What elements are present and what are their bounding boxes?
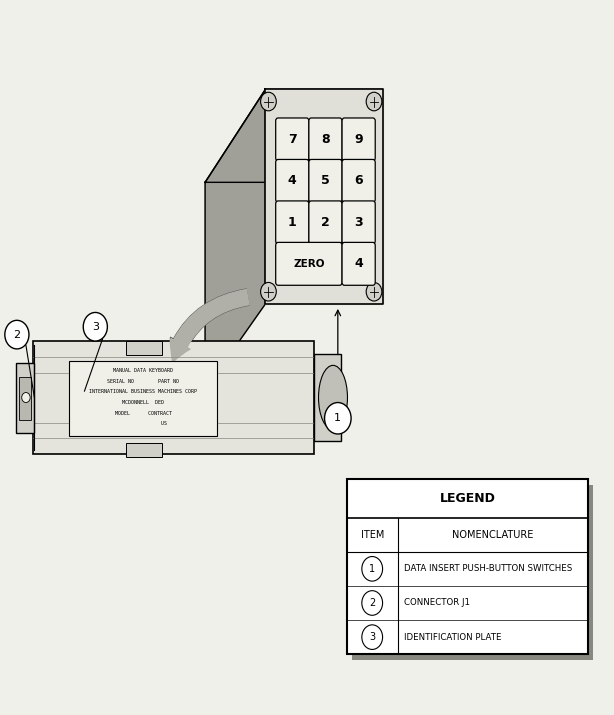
- Text: 2: 2: [369, 598, 375, 608]
- Bar: [314, 354, 341, 441]
- Text: IDENTIFICATION PLATE: IDENTIFICATION PLATE: [403, 633, 501, 641]
- FancyBboxPatch shape: [342, 159, 375, 202]
- Bar: [33, 341, 314, 454]
- Bar: [126, 341, 162, 355]
- Text: SERIAL NO        PART NO: SERIAL NO PART NO: [107, 379, 179, 383]
- Circle shape: [366, 92, 382, 111]
- Ellipse shape: [319, 365, 348, 430]
- Text: 8: 8: [321, 133, 330, 146]
- Text: 4: 4: [288, 174, 297, 187]
- Text: MCDONNELL  DED: MCDONNELL DED: [122, 400, 165, 405]
- Text: 7: 7: [288, 133, 297, 146]
- FancyBboxPatch shape: [309, 201, 342, 244]
- Circle shape: [366, 282, 382, 301]
- Text: 2: 2: [321, 216, 330, 229]
- Polygon shape: [265, 89, 383, 304]
- FancyBboxPatch shape: [276, 159, 309, 202]
- Text: 9: 9: [354, 133, 363, 146]
- Text: DATA INSERT PUSH-BUTTON SWITCHES: DATA INSERT PUSH-BUTTON SWITCHES: [403, 564, 572, 573]
- Circle shape: [362, 591, 383, 616]
- Text: ZERO: ZERO: [293, 259, 325, 269]
- FancyBboxPatch shape: [276, 118, 309, 161]
- Text: 3: 3: [354, 216, 363, 229]
- FancyBboxPatch shape: [309, 159, 342, 202]
- Circle shape: [260, 282, 276, 301]
- Text: 6: 6: [354, 174, 363, 187]
- FancyBboxPatch shape: [309, 118, 342, 161]
- Circle shape: [362, 625, 383, 649]
- Text: ITEM: ITEM: [360, 530, 384, 540]
- Circle shape: [21, 393, 30, 403]
- Circle shape: [260, 92, 276, 111]
- FancyBboxPatch shape: [342, 242, 375, 285]
- Text: 5: 5: [321, 174, 330, 187]
- Text: 1: 1: [288, 216, 297, 229]
- FancyBboxPatch shape: [276, 242, 342, 285]
- Text: INTERNATIONAL BUSINESS MACHINES CORP: INTERNATIONAL BUSINESS MACHINES CORP: [89, 390, 197, 394]
- Text: NOMENCLATURE: NOMENCLATURE: [452, 530, 534, 540]
- FancyArrowPatch shape: [170, 290, 249, 362]
- Text: 2: 2: [14, 330, 20, 340]
- Text: 1: 1: [335, 413, 341, 423]
- Bar: [352, 485, 593, 660]
- Bar: [347, 479, 588, 654]
- Text: CONNECTOR J1: CONNECTOR J1: [403, 598, 470, 608]
- Text: 1: 1: [369, 564, 375, 574]
- Polygon shape: [205, 89, 383, 182]
- Bar: [126, 443, 162, 457]
- Circle shape: [325, 403, 351, 434]
- Bar: [17, 363, 34, 433]
- Text: 3: 3: [92, 322, 99, 332]
- Bar: [69, 361, 217, 436]
- Circle shape: [5, 320, 29, 349]
- Circle shape: [362, 556, 383, 581]
- FancyBboxPatch shape: [276, 201, 309, 244]
- Text: MODEL      CONTRACT: MODEL CONTRACT: [115, 411, 172, 415]
- Polygon shape: [205, 89, 265, 390]
- Text: US: US: [119, 422, 167, 426]
- Text: LEGEND: LEGEND: [440, 492, 495, 505]
- Circle shape: [84, 312, 107, 341]
- FancyBboxPatch shape: [342, 118, 375, 161]
- FancyBboxPatch shape: [342, 201, 375, 244]
- Bar: [18, 377, 31, 420]
- Text: MANUAL DATA KEYBOARD: MANUAL DATA KEYBOARD: [113, 368, 173, 373]
- Text: 3: 3: [369, 632, 375, 642]
- Text: 4: 4: [354, 257, 363, 270]
